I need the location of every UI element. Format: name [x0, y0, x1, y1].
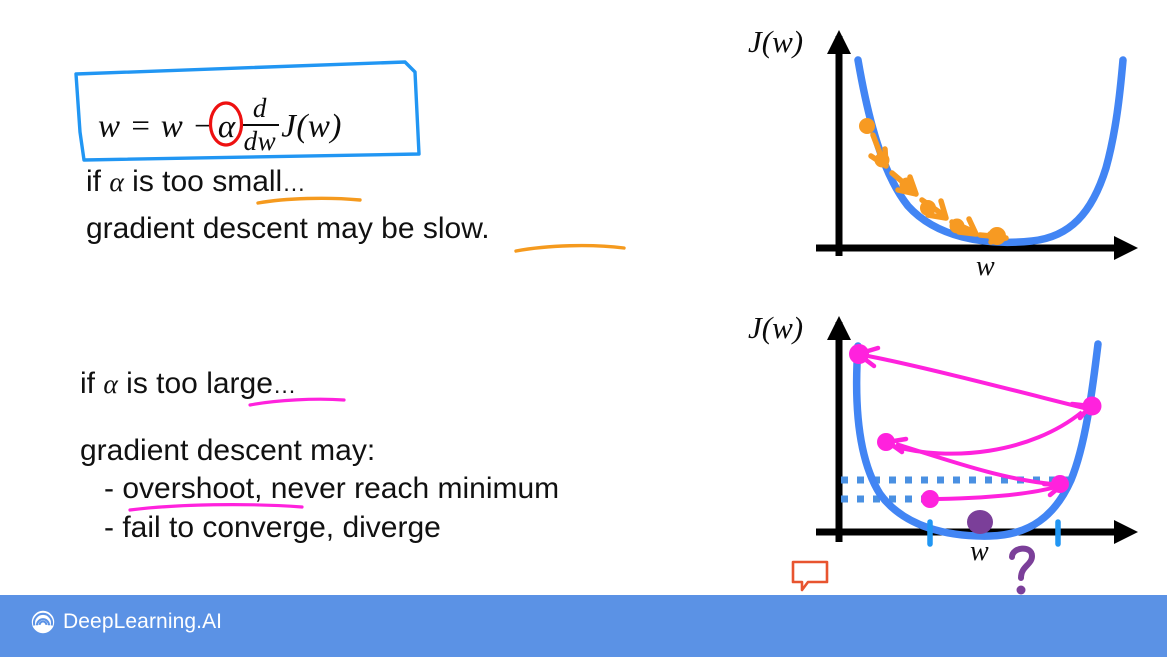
- iterate-point: [921, 490, 939, 508]
- comment-icon[interactable]: [791, 560, 829, 592]
- overshoot-rest: , never reach minimum: [254, 472, 560, 505]
- y-axis-label-top: J(w): [748, 24, 804, 59]
- gd-may-label: gradient descent may:: [80, 434, 376, 467]
- cost-curve: [852, 340, 1102, 540]
- iterate-point: [877, 433, 895, 451]
- derivative-fraction: d dw: [240, 94, 280, 156]
- iterate-point: [1051, 475, 1069, 493]
- chart-small-alpha-svg: [816, 30, 1138, 260]
- fraction-numerator: d: [240, 94, 280, 126]
- text-bullet-overshoot: - overshoot, never reach minimum: [104, 472, 559, 506]
- formula-lhs: w = w −: [98, 108, 215, 145]
- x-axis-label-bottom: w: [970, 536, 989, 567]
- axes: [816, 30, 1138, 260]
- divergence-arrows-magenta: [849, 344, 1102, 508]
- y-axis-label-bottom: J(w): [748, 310, 804, 345]
- fraction-denominator: dw: [243, 125, 277, 156]
- iterate-point: [849, 344, 869, 364]
- text-gd-may: gradient descent may:: [80, 434, 375, 468]
- diverge-label: - fail to converge, diverge: [104, 511, 441, 544]
- underline-slow: [514, 243, 626, 253]
- question-mark-dot: [1016, 585, 1026, 595]
- underline-large: [248, 397, 346, 407]
- text-large-alpha: if α is too large…: [80, 367, 296, 401]
- slow-period: .: [481, 212, 490, 245]
- underline-small: [256, 196, 362, 205]
- large-prefix: if: [80, 367, 104, 400]
- chart-large-alpha-svg: [791, 316, 1138, 595]
- large-mid: is too: [117, 367, 207, 400]
- step-point: [874, 152, 890, 168]
- cost-curve: [854, 56, 1127, 247]
- x-axis-label-top: w: [976, 251, 995, 282]
- small-alpha-symbol: α: [109, 166, 124, 197]
- slow-prefix: gradient descent may be: [86, 212, 423, 245]
- step-point: [949, 218, 965, 234]
- deeplearning-logo-icon: [30, 609, 56, 635]
- formula-box: w = w − α d dw J(w): [70, 42, 450, 172]
- step-point: [859, 118, 875, 134]
- footer-bar: DeepLearning.AI: [0, 595, 1167, 657]
- overshoot-keyword: overshoot: [122, 472, 255, 505]
- brand: DeepLearning.AI: [30, 609, 222, 635]
- question-mark-icon: [1009, 545, 1036, 581]
- slow-keyword: slow: [422, 212, 482, 245]
- text-small-alpha: if α is too small…: [86, 165, 306, 199]
- step-point: [988, 227, 1006, 245]
- large-alpha-symbol: α: [103, 368, 118, 399]
- large-keyword: large: [206, 367, 273, 400]
- formula-box-outline: [74, 60, 421, 162]
- x-axis-ticks: [927, 519, 1061, 547]
- brand-name: DeepLearning.AI: [63, 610, 223, 633]
- step-point: [920, 200, 936, 216]
- text-slow: gradient descent may be slow.: [86, 212, 490, 246]
- large-ellipsis: …: [272, 372, 297, 398]
- text-bullet-diverge: - fail to converge, diverge: [104, 511, 441, 545]
- update-rule-formula: w = w − α d dw J(w): [98, 94, 428, 155]
- iterate-point: [1082, 396, 1102, 416]
- step-point: [899, 177, 915, 193]
- chart-large-alpha: J(w) w: [740, 294, 1164, 596]
- chart-small-alpha: J(w) w: [740, 8, 1164, 292]
- small-mid: is too: [123, 165, 213, 198]
- dotted-reference-lines: [841, 476, 1070, 503]
- small-keyword: small: [212, 165, 283, 198]
- true-minimum-marker: [967, 510, 993, 534]
- underline-overshoot: [128, 503, 304, 512]
- gradient-steps-orange: [859, 118, 1009, 245]
- formula-tail: J(w): [281, 108, 342, 145]
- overshoot-dash: -: [104, 472, 123, 505]
- small-ellipsis: …: [282, 170, 306, 196]
- small-prefix: if: [86, 165, 110, 198]
- formula-alpha: α: [217, 108, 236, 145]
